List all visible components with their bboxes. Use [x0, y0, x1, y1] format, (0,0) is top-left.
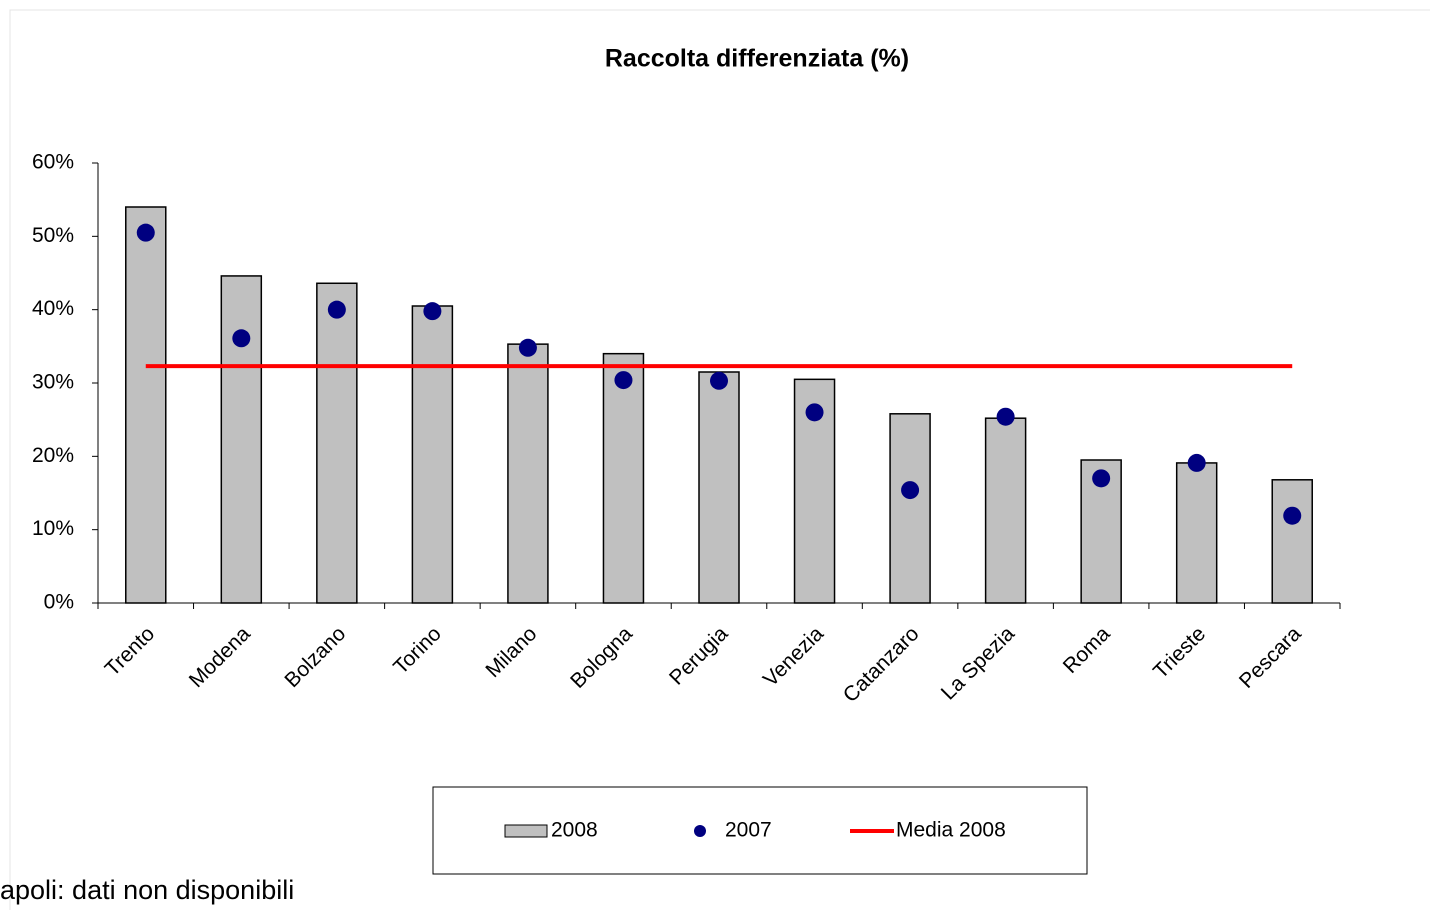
bar	[698, 371, 740, 604]
bar	[316, 282, 358, 604]
dot	[1187, 453, 1206, 472]
legend-label: 2008	[551, 819, 598, 842]
legend-swatch	[694, 825, 706, 837]
dot	[805, 403, 824, 422]
dot	[136, 223, 155, 242]
dot	[1283, 506, 1302, 525]
dot	[614, 371, 633, 390]
bar	[889, 413, 931, 604]
dot	[901, 481, 920, 500]
note: apoli: dati non disponibili	[0, 875, 294, 905]
y-tick-label: 40%	[32, 297, 74, 320]
y-tick-label: 50%	[32, 224, 74, 247]
y-tick-label: 0%	[44, 591, 74, 614]
legend-label: Media 2008	[896, 819, 1006, 842]
legend-swatch	[504, 824, 548, 838]
bar	[125, 206, 167, 604]
chart-title: Raccolta differenziata (%)	[605, 45, 909, 73]
y-tick-label: 60%	[32, 151, 74, 174]
bar	[602, 352, 645, 604]
bar	[1175, 462, 1218, 604]
y-tick-label: 10%	[32, 517, 74, 540]
dot	[996, 407, 1015, 426]
dot	[423, 302, 442, 321]
dot	[710, 371, 728, 390]
dot	[232, 329, 251, 348]
bar	[220, 275, 263, 604]
y-tick-label: 30%	[32, 371, 74, 394]
bar	[507, 343, 549, 604]
dot	[327, 300, 346, 319]
dot	[1092, 469, 1111, 488]
bar	[984, 417, 1027, 604]
dot	[518, 338, 537, 357]
bar	[411, 305, 454, 604]
bar	[1271, 479, 1313, 604]
y-tick-label: 20%	[32, 444, 74, 467]
legend-label: 2007	[725, 819, 772, 842]
